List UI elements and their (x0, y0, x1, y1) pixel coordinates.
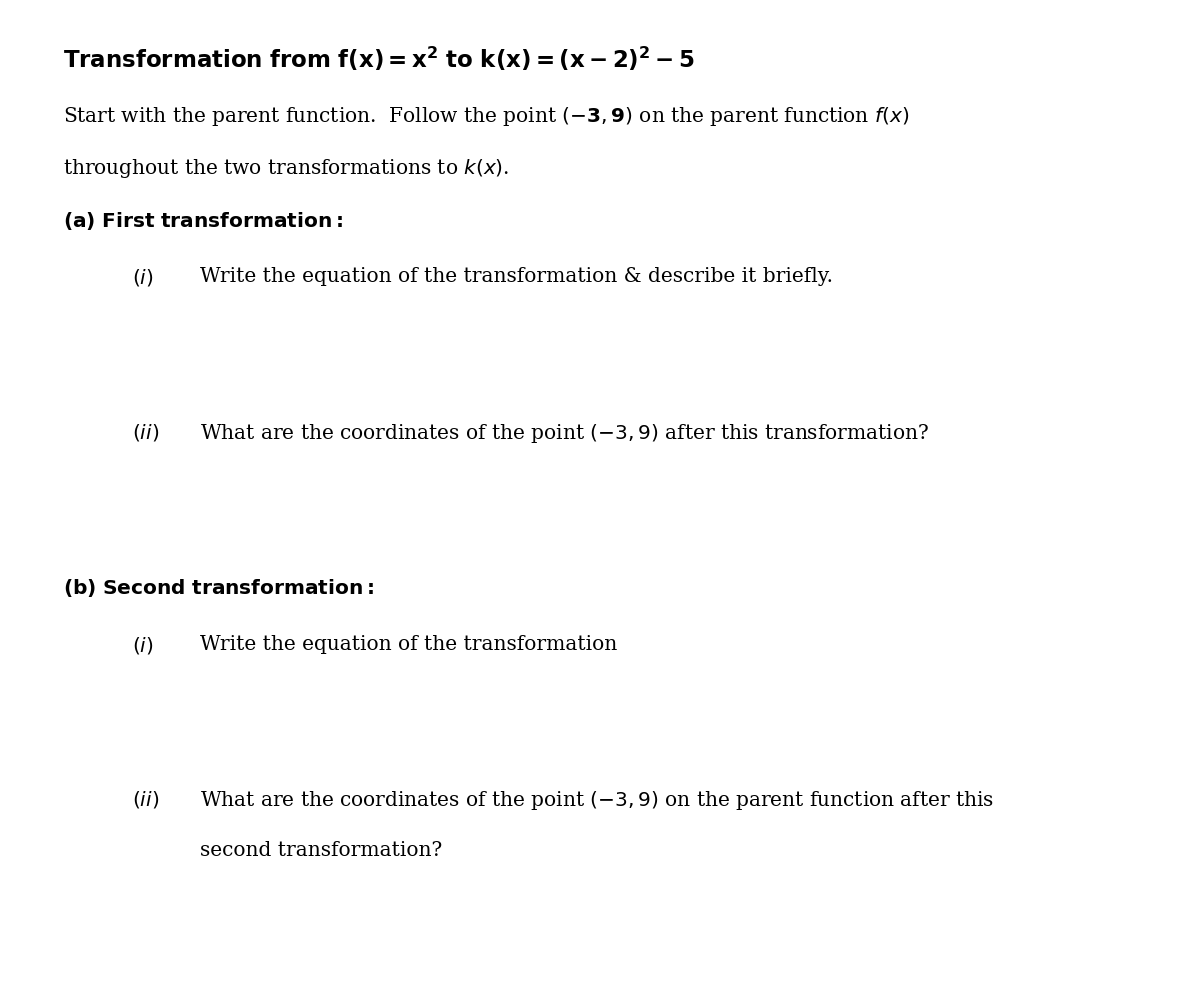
Text: $\mathbf{Transformation\ from\ }$$\mathbf{f(x) = x^2}$$\mathbf{\ to\ }$$\mathbf{: $\mathbf{Transformation\ from\ }$$\mathb… (63, 45, 694, 73)
Text: $(i)$: $(i)$ (131, 635, 154, 656)
Text: $\mathbf{(a)\ First\ transformation:}$: $\mathbf{(a)\ First\ transformation:}$ (63, 210, 343, 232)
Text: $\mathbf{(b)\ Second\ transformation:}$: $\mathbf{(b)\ Second\ transformation:}$ (63, 577, 374, 599)
Text: second transformation?: second transformation? (200, 841, 442, 860)
Text: $(ii)$: $(ii)$ (131, 422, 159, 443)
Text: Start with the parent function.  Follow the point $(-\mathbf{3}, \mathbf{9})$ on: Start with the parent function. Follow t… (63, 105, 910, 128)
Text: $(i)$: $(i)$ (131, 267, 154, 288)
Text: What are the coordinates of the point $(-3, 9)$ on the parent function after thi: What are the coordinates of the point $(… (200, 789, 995, 812)
Text: Write the equation of the transformation & describe it briefly.: Write the equation of the transformation… (200, 267, 833, 286)
Text: $(ii)$: $(ii)$ (131, 789, 159, 810)
Text: Write the equation of the transformation: Write the equation of the transformation (200, 635, 618, 654)
Text: throughout the two transformations to $k(x)$.: throughout the two transformations to $k… (63, 157, 509, 180)
Text: What are the coordinates of the point $(-3, 9)$ after this transformation?: What are the coordinates of the point $(… (200, 422, 930, 445)
